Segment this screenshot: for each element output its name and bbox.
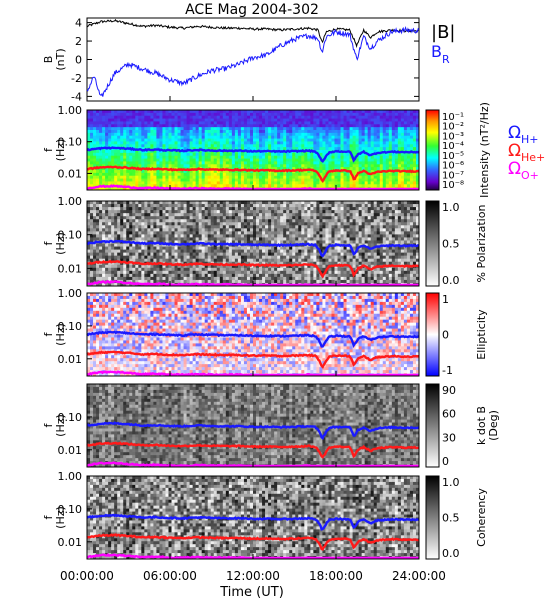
ellipticity-colorbar-tick: 0 bbox=[442, 329, 449, 342]
polarization-ylabel: f bbox=[42, 240, 55, 245]
k-dot-b-colorbar-tick: 0 bbox=[442, 455, 449, 468]
intensity-colorbar-tick: 10⁻² bbox=[442, 122, 464, 133]
ellipticity-ytick-label: 1.00 bbox=[58, 287, 83, 300]
ellipticity-ytick-label: 0.10 bbox=[58, 320, 83, 333]
coherency-heatmap bbox=[87, 476, 420, 560]
coherency-colorbar-tick: 1.0 bbox=[442, 476, 460, 489]
ellipticity-ytick-label: 0.01 bbox=[58, 353, 83, 366]
xtick-label: 06:00:00 bbox=[143, 569, 197, 583]
coherency-colorbar bbox=[425, 475, 440, 560]
xtick-label: 24:00:00 bbox=[392, 569, 446, 583]
k-dot-b-curve-omega-h bbox=[86, 421, 420, 440]
b-ytick-label: 0 bbox=[75, 54, 82, 67]
polarization-yunit: (Hz) bbox=[54, 232, 67, 255]
legend-b-total: |B| bbox=[431, 22, 455, 43]
k-dot-b-colorbar-tick: 30 bbox=[442, 431, 456, 444]
polarization-curve-omega-he bbox=[86, 259, 420, 279]
k-dot-b-colorbar-unit: (Deg) bbox=[487, 410, 500, 441]
intensity-colorbar-tick: 10⁻⁷ bbox=[442, 170, 464, 181]
coherency-colorbar-label: Coherency bbox=[475, 488, 488, 547]
intensity-ylabel: f bbox=[42, 147, 55, 152]
coherency-ytick-label: 0.01 bbox=[58, 536, 83, 549]
coherency-ytick-label: 1.00 bbox=[58, 470, 83, 483]
polarization-colorbar-label: % Polarization bbox=[475, 205, 488, 283]
b-ytick-label: 2 bbox=[75, 35, 82, 48]
polarization-colorbar-tick: 1.0 bbox=[442, 201, 460, 214]
intensity-ytick-label: 0.01 bbox=[58, 167, 83, 180]
ellipticity-colorbar-tick: -1 bbox=[442, 364, 453, 377]
legend-omega-h: ΩH+ bbox=[508, 123, 539, 146]
intensity-colorbar-tick: 10⁻⁵ bbox=[442, 151, 464, 162]
polarization-colorbar-tick: 0.5 bbox=[442, 238, 460, 251]
polarization-colorbar-tick: 0.0 bbox=[442, 274, 460, 287]
series-line-b-total bbox=[86, 18, 420, 49]
polarization-ytick-label: 1.00 bbox=[58, 195, 83, 208]
xtick-label: 18:00:00 bbox=[309, 569, 363, 583]
intensity-heatmap bbox=[87, 110, 420, 191]
x-axis-label: Time (UT) bbox=[219, 585, 284, 600]
k-dot-b-ytick-label: 0.01 bbox=[58, 444, 83, 457]
xtick-label: 12:00:00 bbox=[226, 569, 280, 583]
k-dot-b-colorbar-tick: 90 bbox=[442, 384, 456, 397]
ellipticity-yunit: (Hz) bbox=[54, 323, 67, 346]
k-dot-b-yunit: (Hz) bbox=[54, 414, 67, 437]
intensity-colorbar-label: Intensity (nT²/Hz) bbox=[478, 102, 491, 198]
b-ytick-label: -4 bbox=[71, 90, 82, 103]
polarization-colorbar bbox=[425, 200, 440, 287]
intensity-ytick-label: 0.10 bbox=[58, 136, 83, 149]
intensity-colorbar-tick: 10⁻¹ bbox=[442, 112, 464, 123]
coherency-ylabel: f bbox=[42, 514, 55, 519]
k-dot-b-colorbar-label: k dot B bbox=[475, 406, 488, 445]
polarization-curve-omega-h bbox=[86, 239, 420, 258]
b-ytick-label: -2 bbox=[71, 72, 82, 85]
b-ytick-label: 4 bbox=[75, 17, 82, 30]
coherency-curve-omega-h bbox=[86, 513, 420, 531]
coherency-colorbar-tick: 0.0 bbox=[442, 547, 460, 560]
b-yunit: (nT) bbox=[54, 48, 67, 70]
ellipticity-colorbar-tick: 1 bbox=[442, 293, 449, 306]
k-dot-b-heatmap bbox=[87, 384, 420, 468]
intensity-curve-omega-he bbox=[86, 165, 420, 184]
intensity-colorbar bbox=[425, 109, 440, 191]
ellipticity-heatmap bbox=[87, 293, 420, 377]
intensity-yunit: (Hz) bbox=[54, 139, 67, 162]
legend-omega-o: ΩO+ bbox=[508, 159, 539, 182]
ellipticity-colorbar-label: Ellipticity bbox=[475, 309, 488, 360]
series-line-b-r bbox=[86, 25, 420, 97]
k-dot-b-curve-omega-he bbox=[86, 441, 420, 459]
ellipticity-ylabel: f bbox=[42, 331, 55, 336]
polarization-ytick-label: 0.01 bbox=[58, 262, 83, 275]
intensity-ytick-label: 1.00 bbox=[58, 104, 83, 117]
intensity-curve-omega-h bbox=[86, 146, 420, 163]
coherency-colorbar-tick: 0.5 bbox=[442, 512, 460, 525]
b-ylabel: B bbox=[42, 56, 55, 64]
ellipticity-curve-omega-h bbox=[86, 330, 420, 349]
figure-title: ACE Mag 2004-302 bbox=[185, 2, 319, 18]
k-dot-b-colorbar-tick: 60 bbox=[442, 408, 456, 421]
k-dot-b-ylabel: f bbox=[42, 422, 55, 427]
legend-omega-he: ΩHe+ bbox=[508, 141, 545, 164]
xtick-label: 00:00:00 bbox=[60, 569, 114, 583]
coherency-curve-omega-he bbox=[86, 533, 419, 551]
polarization-ytick-label: 0.10 bbox=[58, 229, 83, 242]
ellipticity-curve-omega-he bbox=[86, 350, 420, 369]
intensity-colorbar-tick: 10⁻³ bbox=[442, 131, 464, 142]
coherency-yunit: (Hz) bbox=[54, 506, 67, 529]
k-dot-b-colorbar bbox=[425, 383, 440, 468]
legend-b-r: BR bbox=[431, 42, 450, 66]
ellipticity-colorbar bbox=[425, 292, 440, 377]
coherency-ytick-label: 0.10 bbox=[58, 503, 83, 516]
intensity-colorbar-tick: 10⁻⁴ bbox=[442, 141, 464, 152]
k-dot-b-ytick-label: 0.10 bbox=[58, 411, 83, 424]
intensity-colorbar-tick: 10⁻⁶ bbox=[442, 161, 464, 172]
intensity-colorbar-tick: 10⁻⁸ bbox=[442, 180, 464, 191]
